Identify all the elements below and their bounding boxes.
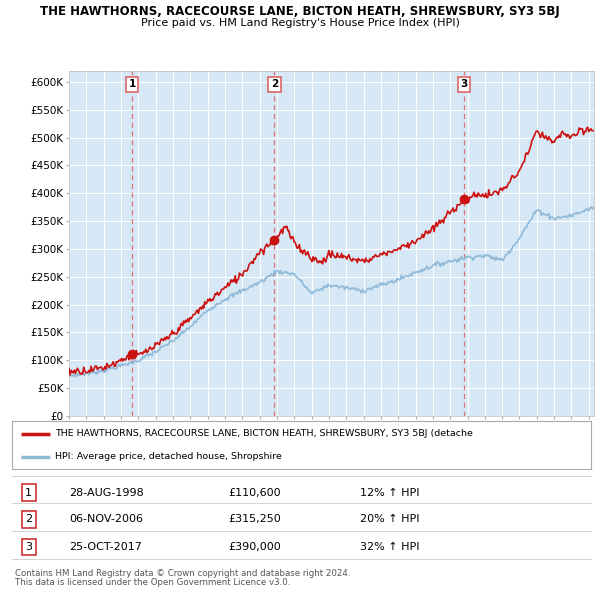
Text: 3: 3 [25, 542, 32, 552]
Text: Contains HM Land Registry data © Crown copyright and database right 2024.: Contains HM Land Registry data © Crown c… [15, 569, 350, 578]
Text: 3: 3 [461, 80, 468, 90]
Text: 32% ↑ HPI: 32% ↑ HPI [360, 542, 419, 552]
Text: THE HAWTHORNS, RACECOURSE LANE, BICTON HEATH, SHREWSBURY, SY3 5BJ (detache: THE HAWTHORNS, RACECOURSE LANE, BICTON H… [55, 430, 473, 438]
Text: 1: 1 [25, 488, 32, 497]
Text: 06-NOV-2006: 06-NOV-2006 [69, 514, 143, 524]
Text: This data is licensed under the Open Government Licence v3.0.: This data is licensed under the Open Gov… [15, 578, 290, 587]
Text: HPI: Average price, detached house, Shropshire: HPI: Average price, detached house, Shro… [55, 453, 282, 461]
Text: 28-AUG-1998: 28-AUG-1998 [69, 488, 144, 497]
Text: 12% ↑ HPI: 12% ↑ HPI [360, 488, 419, 497]
Text: 2: 2 [25, 514, 32, 524]
Text: £315,250: £315,250 [228, 514, 281, 524]
Text: 20% ↑ HPI: 20% ↑ HPI [360, 514, 419, 524]
Text: THE HAWTHORNS, RACECOURSE LANE, BICTON HEATH, SHREWSBURY, SY3 5BJ: THE HAWTHORNS, RACECOURSE LANE, BICTON H… [40, 5, 560, 18]
Text: 1: 1 [128, 80, 136, 90]
Text: £390,000: £390,000 [228, 542, 281, 552]
Text: 25-OCT-2017: 25-OCT-2017 [69, 542, 142, 552]
Text: 2: 2 [271, 80, 278, 90]
Text: £110,600: £110,600 [228, 488, 281, 497]
Text: Price paid vs. HM Land Registry's House Price Index (HPI): Price paid vs. HM Land Registry's House … [140, 18, 460, 28]
